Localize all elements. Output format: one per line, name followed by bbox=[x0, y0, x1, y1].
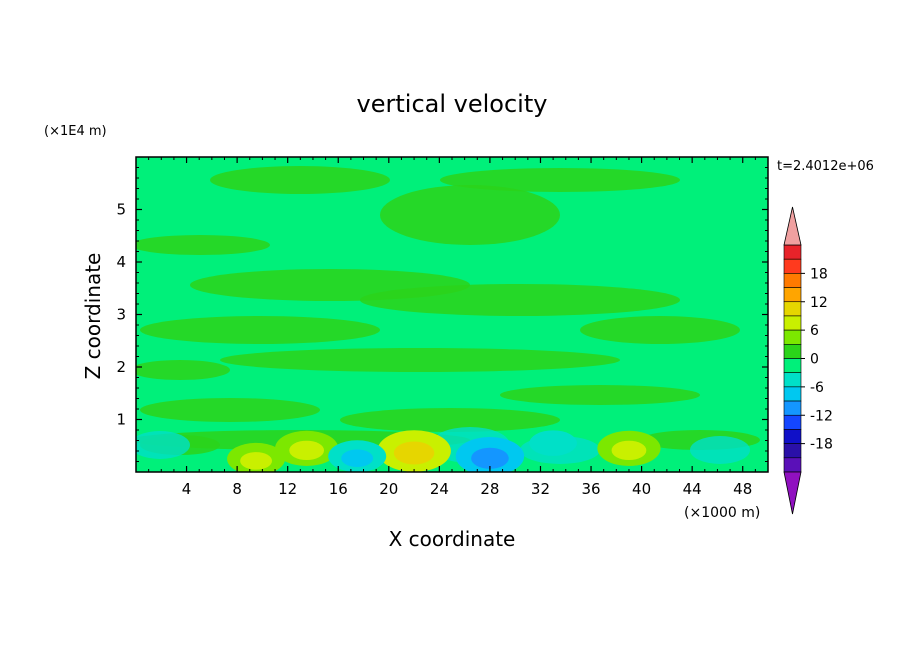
colorbar-tick-label: -12 bbox=[810, 408, 833, 424]
time-label: t=2.4012e+06 bbox=[777, 159, 874, 174]
field-band bbox=[360, 284, 680, 316]
colorbar: 18 12 6 0 -6 -12 -18 bbox=[783, 206, 833, 515]
colorbar-tick-label: -6 bbox=[810, 380, 824, 396]
downdraft-core bbox=[471, 447, 509, 469]
x-tick-label: 40 bbox=[632, 480, 651, 498]
colorbar-swatch bbox=[783, 301, 802, 317]
colorbar-tick-label: 6 bbox=[810, 323, 819, 339]
updraft-core bbox=[240, 452, 273, 470]
downdraft-core bbox=[341, 449, 374, 468]
y-axis-title: Z coordinate bbox=[81, 253, 105, 380]
x-tick-label: 28 bbox=[480, 480, 499, 498]
x-tick-label: 16 bbox=[329, 480, 348, 498]
colorbar-swatch bbox=[783, 358, 802, 373]
contour-field bbox=[136, 157, 768, 472]
y-tick-label: 5 bbox=[116, 201, 126, 219]
y-tick-label: 4 bbox=[116, 253, 126, 271]
x-tick-label: 24 bbox=[430, 480, 449, 498]
field-band bbox=[440, 168, 680, 192]
colorbar-swatch bbox=[783, 315, 802, 331]
colorbar-swatch bbox=[783, 443, 802, 459]
field-patch bbox=[690, 436, 750, 464]
colorbar-swatch bbox=[783, 386, 802, 402]
y-tick-label: 3 bbox=[116, 306, 126, 324]
y-unit-label: (×1E4 m) bbox=[44, 124, 107, 139]
colorbar-swatch bbox=[783, 287, 802, 303]
x-tick-label: 48 bbox=[733, 480, 752, 498]
updraft-core bbox=[611, 440, 647, 461]
field-band bbox=[136, 360, 230, 380]
field-band bbox=[220, 348, 620, 372]
x-tick-label: 4 bbox=[182, 480, 192, 498]
y-tick-label: 2 bbox=[116, 358, 126, 376]
field-band bbox=[210, 166, 390, 194]
field-band bbox=[580, 316, 740, 344]
colorbar-swatch bbox=[783, 457, 802, 473]
chart-title: vertical velocity bbox=[357, 90, 548, 118]
colorbar-tick-label: 12 bbox=[810, 295, 828, 311]
updraft-core bbox=[289, 440, 325, 461]
colorbar-swatch bbox=[783, 344, 802, 359]
field-band bbox=[140, 316, 380, 344]
field-band bbox=[500, 385, 700, 405]
colorbar-under-arrow bbox=[783, 471, 802, 515]
colorbar-swatch bbox=[783, 273, 802, 288]
contour-plot bbox=[136, 157, 768, 472]
x-tick-label: 12 bbox=[278, 480, 297, 498]
field-band bbox=[136, 235, 270, 255]
colorbar-tick-label: 18 bbox=[810, 266, 828, 282]
x-unit-label: (×1000 m) bbox=[684, 505, 760, 521]
updraft-core bbox=[393, 441, 435, 465]
x-tick-label: 44 bbox=[683, 480, 702, 498]
x-tick-label: 32 bbox=[531, 480, 550, 498]
x-tick-label: 36 bbox=[581, 480, 600, 498]
x-tick-label: 20 bbox=[379, 480, 398, 498]
x-axis-title: X coordinate bbox=[389, 527, 516, 551]
field-band bbox=[340, 408, 560, 432]
colorbar-swatch bbox=[783, 429, 802, 444]
colorbar-over-arrow bbox=[783, 206, 802, 246]
colorbar-swatch bbox=[783, 329, 802, 345]
y-tick-label: 1 bbox=[116, 411, 126, 429]
colorbar-swatch bbox=[783, 258, 802, 274]
colorbar-swatch bbox=[783, 414, 802, 430]
colorbar-swatch bbox=[783, 400, 802, 416]
x-tick-label: 8 bbox=[232, 480, 242, 498]
field-band bbox=[140, 398, 320, 422]
downdraft-core bbox=[540, 438, 567, 453]
field-band bbox=[380, 185, 560, 245]
colorbar-tick-label: 0 bbox=[810, 352, 819, 368]
field-patch bbox=[136, 431, 190, 459]
colorbar-tick-label: -18 bbox=[810, 437, 833, 453]
colorbar-swatch bbox=[783, 372, 802, 388]
colorbar-swatch bbox=[783, 244, 802, 260]
